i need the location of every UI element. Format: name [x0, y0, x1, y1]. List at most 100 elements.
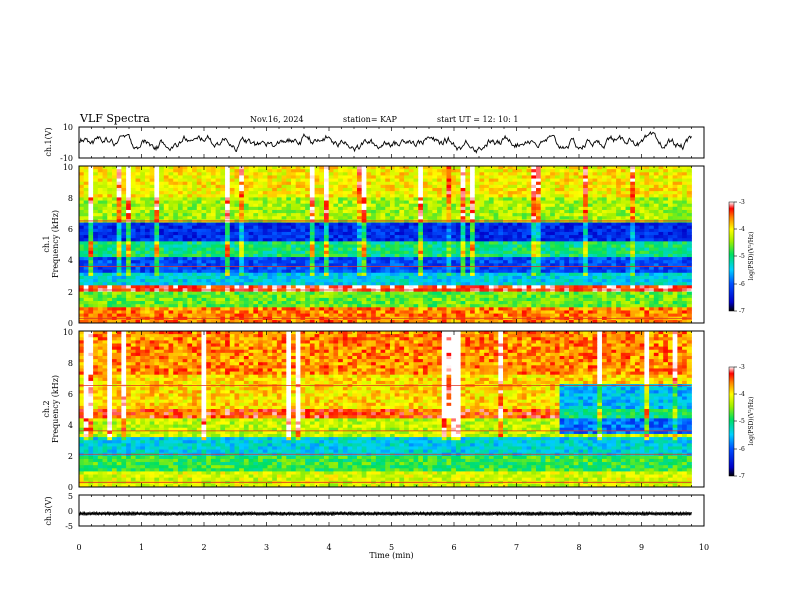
- spectrogram-cell: [154, 238, 160, 242]
- spectrogram-cell: [239, 244, 245, 249]
- spectrogram-cell: [243, 260, 250, 264]
- spectrogram-cell: [507, 241, 513, 245]
- spectrogram-cell: [187, 247, 193, 252]
- spectrogram-cell: [262, 241, 268, 245]
- spectrogram-cell: [281, 187, 287, 192]
- spectrogram-cell: [389, 291, 396, 296]
- spectrogram-cell: [111, 297, 118, 302]
- spectrogram-cell: [338, 266, 344, 271]
- spectrogram-cell: [479, 175, 485, 179]
- spectrogram-cell: [427, 310, 433, 314]
- spectrogram-cell: [324, 200, 330, 205]
- spectrogram-cell: [225, 181, 231, 186]
- spectrogram-cell: [225, 222, 231, 227]
- spectrogram-cell: [526, 231, 532, 236]
- spectrogram-cell: [418, 272, 424, 277]
- spectrogram-cell: [168, 187, 174, 192]
- spectrogram-cell: [371, 166, 377, 170]
- spectrogram-cell: [446, 250, 452, 255]
- spectrogram-cell: [385, 228, 391, 233]
- spectrogram-cell: [182, 269, 188, 274]
- spectrogram-cell: [427, 222, 433, 227]
- spectrogram-cell: [375, 269, 381, 274]
- spectrogram-cell: [427, 200, 433, 205]
- spectrogram-cell: [111, 266, 118, 271]
- spectrogram-cell: [474, 222, 480, 227]
- spectrogram-cell: [229, 294, 235, 299]
- spectrogram-cell: [493, 301, 499, 305]
- spectrogram-cell: [432, 231, 438, 236]
- spectrogram-cell: [451, 291, 457, 296]
- spectrogram-cell: [225, 184, 231, 189]
- spectrogram-cell: [507, 279, 513, 283]
- spectrogram-cell: [163, 241, 169, 245]
- spectrogram-cell: [484, 319, 490, 324]
- spectrogram-cell: [437, 291, 443, 296]
- spectrogram-cell: [286, 291, 292, 296]
- spectrogram-cell: [484, 250, 490, 255]
- spectrogram-cell: [422, 313, 429, 318]
- spectrogram-cell: [102, 241, 108, 245]
- spectrogram-cell: [83, 244, 89, 249]
- spectrogram-cell: [111, 282, 118, 286]
- spectrogram-cell: [314, 197, 320, 201]
- spectrogram-cell: [427, 294, 433, 299]
- spectrogram-cell: [182, 304, 188, 308]
- spectrogram-cell: [366, 310, 372, 314]
- spectrogram-cell: [319, 200, 325, 205]
- spectrogram-cell: [126, 238, 132, 242]
- spectrogram-cell: [201, 203, 207, 208]
- spectrogram-cell: [418, 257, 424, 261]
- spectrogram-cell: [404, 166, 410, 170]
- spectrogram-cell: [196, 184, 202, 189]
- spectrogram-cell: [342, 266, 348, 271]
- spectrogram-cell: [159, 250, 165, 255]
- spectrogram-cell: [267, 257, 273, 261]
- spectrogram-cell: [267, 238, 273, 242]
- spectrogram-cell: [521, 269, 527, 274]
- spectrogram-cell: [328, 213, 334, 217]
- spectrogram-cell: [389, 266, 396, 271]
- spectrogram-cell: [159, 269, 165, 274]
- spectrogram-cell: [93, 194, 99, 198]
- spectrogram-cell: [432, 244, 438, 249]
- spectrogram-cell: [366, 244, 372, 249]
- spectrogram-cell: [338, 181, 344, 186]
- spectrogram-cell: [333, 231, 339, 236]
- spectrogram-cell: [503, 282, 509, 286]
- spectrogram-cell: [220, 282, 226, 286]
- spectrogram-cell: [493, 166, 499, 170]
- spectrogram-cell: [182, 291, 188, 296]
- spectrogram-cell: [220, 203, 226, 208]
- spectrogram-cell: [206, 319, 212, 324]
- spectrogram-cell: [253, 203, 259, 208]
- spectrogram-cell: [215, 294, 221, 299]
- spectrogram-cell: [319, 279, 325, 283]
- spectrogram-cell: [229, 285, 235, 289]
- spectrogram-cell: [229, 291, 235, 296]
- spectrogram-cell: [248, 244, 254, 249]
- spectrogram-cell: [484, 260, 490, 264]
- spectrogram-cell: [493, 250, 499, 255]
- spectrogram-cell: [521, 184, 527, 189]
- spectrogram-cell: [352, 272, 358, 277]
- spectrogram-cell: [507, 266, 513, 271]
- spectrogram-cell: [517, 285, 523, 289]
- spectrogram-cell: [97, 231, 103, 236]
- spectrogram-cell: [97, 244, 103, 249]
- spectrogram-cell: [262, 178, 268, 183]
- spectrogram-cell: [286, 269, 292, 274]
- spectrogram-cell: [177, 297, 184, 302]
- spectrogram-cell: [258, 257, 264, 261]
- spectrogram-cell: [451, 187, 457, 192]
- spectrogram-cell: [507, 228, 513, 233]
- spectrogram-cell: [83, 200, 89, 205]
- spectrogram-cell: [201, 244, 207, 249]
- spectrogram-cell: [437, 272, 443, 277]
- spectrogram-cell: [503, 194, 509, 198]
- spectrogram-cell: [276, 313, 282, 318]
- spectrogram-cell: [229, 297, 235, 302]
- spectrogram-cell: [408, 307, 414, 311]
- spectrogram-cell: [352, 307, 358, 311]
- spectrogram-cell: [272, 172, 278, 176]
